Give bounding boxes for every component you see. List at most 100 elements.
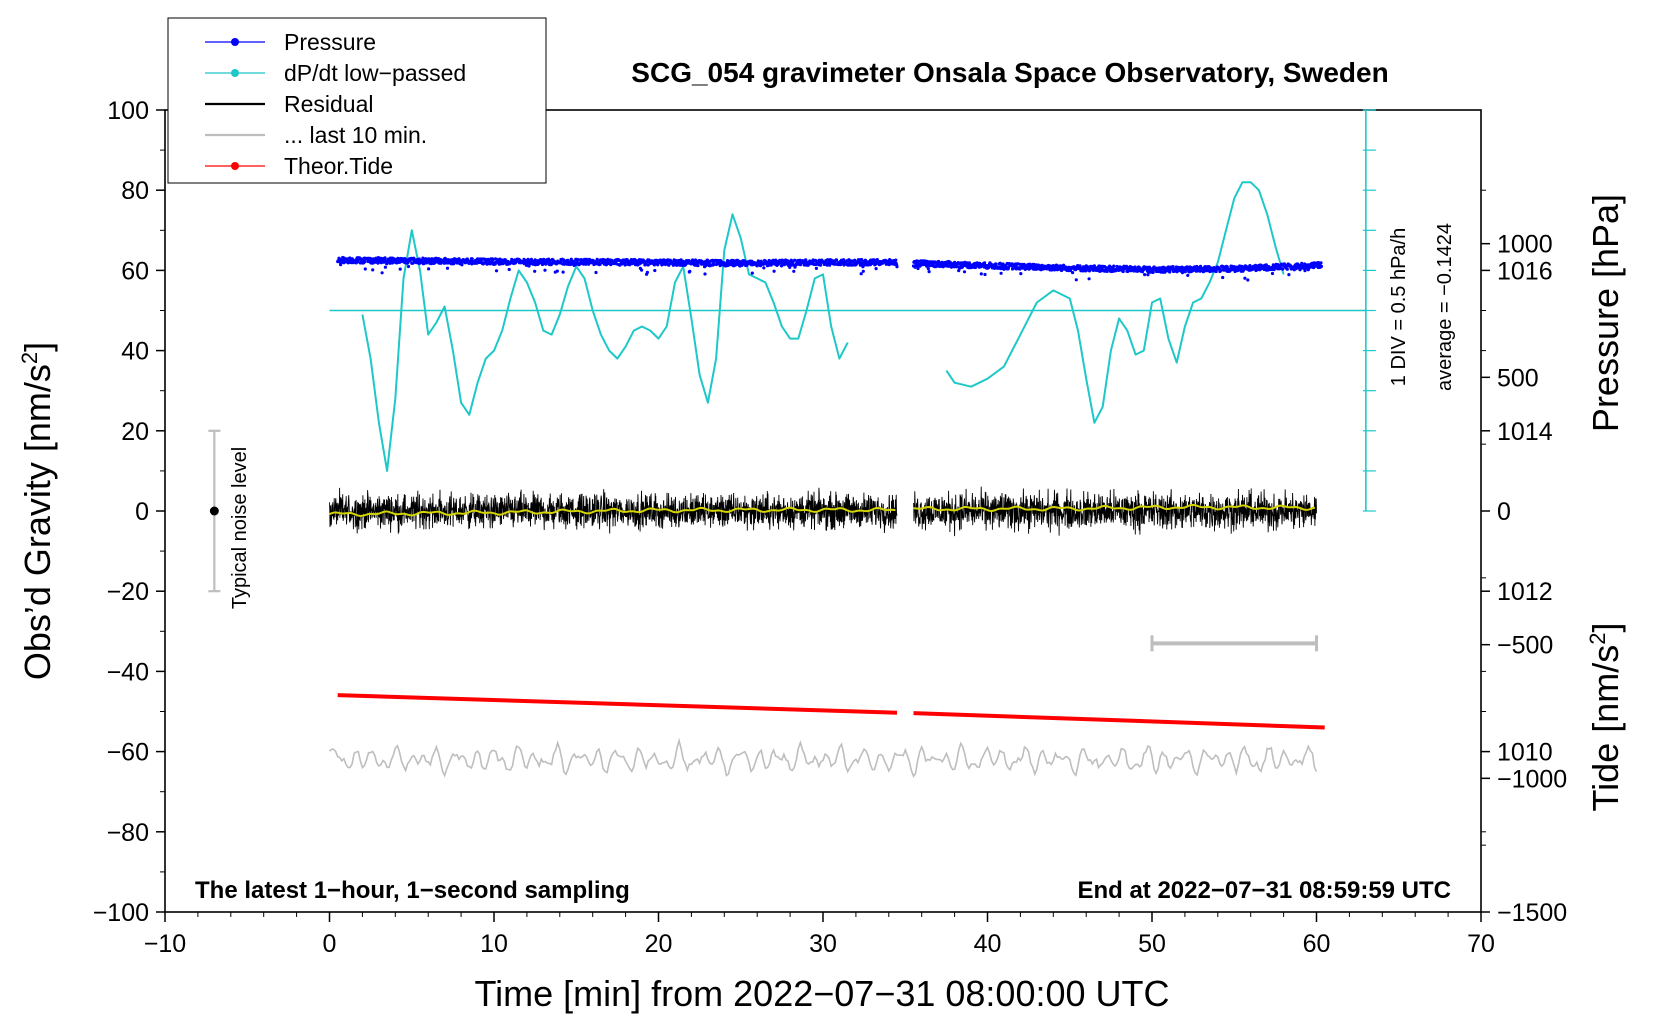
pressure-point xyxy=(999,271,1003,275)
pressure-point xyxy=(861,269,865,273)
pressure-point xyxy=(762,266,766,270)
x-axis: −10 0 10 20 30 40 50 60 70 xyxy=(144,912,1495,958)
pressure-point xyxy=(470,257,474,261)
pressure-point xyxy=(1246,278,1250,282)
pressure-point xyxy=(1108,264,1112,268)
pressure-point xyxy=(1298,268,1302,272)
pressure-point xyxy=(1264,263,1268,267)
tide-tick-label: 0 xyxy=(1497,498,1511,526)
y-left-tick-label: 40 xyxy=(121,338,149,366)
x-tick-label: 0 xyxy=(323,930,337,958)
legend-box xyxy=(167,17,547,184)
legend-marker xyxy=(231,69,239,77)
pressure-point xyxy=(860,258,864,262)
legend-label: dP/dt low−passed xyxy=(284,60,466,86)
y-left-axis: 100 80 60 40 20 0 −20 −40 −60 −80 −100 xyxy=(93,97,165,927)
pressure-point xyxy=(1219,268,1223,272)
pressure-point xyxy=(623,263,627,267)
pressure-point xyxy=(1151,270,1155,274)
noise-label: Typical noise level xyxy=(229,447,251,609)
pressure-point xyxy=(874,267,878,271)
residual-series xyxy=(913,486,1317,537)
tide-tick-label: 500 xyxy=(1497,364,1539,392)
pressure-point xyxy=(1285,267,1289,271)
pressure-point xyxy=(1276,263,1280,267)
dpdt-average-label: average = −0.1424 xyxy=(1434,223,1456,391)
pressure-point xyxy=(491,257,495,262)
pressure-point xyxy=(916,266,920,271)
y-left-tick-label: 100 xyxy=(107,97,149,125)
pressure-point xyxy=(804,258,808,262)
pressure-point xyxy=(792,269,796,273)
pressure-tick-label: 1010 xyxy=(1497,739,1553,767)
pressure-point xyxy=(445,266,450,270)
pressure-point xyxy=(1319,264,1323,268)
x-tick-label: 30 xyxy=(809,930,837,958)
pressure-point xyxy=(962,270,967,274)
dpdt-scale-label: 1 DIV = 0.5 hPa/h xyxy=(1388,228,1410,386)
legend-label: Residual xyxy=(284,91,374,117)
pressure-point xyxy=(555,269,559,273)
pressure-point xyxy=(788,265,792,269)
pressure-point xyxy=(406,264,411,269)
pressure-point xyxy=(875,258,879,262)
y-left-tick-label: 80 xyxy=(121,177,149,205)
pressure-point xyxy=(793,258,797,262)
pressure-point xyxy=(533,269,537,273)
pressure-point xyxy=(1087,277,1091,281)
x-tick-label: 70 xyxy=(1467,930,1495,958)
pressure-point xyxy=(1221,275,1225,280)
pressure-point xyxy=(561,270,565,274)
pressure-point xyxy=(814,266,819,270)
pressure-point xyxy=(1146,273,1150,277)
pressure-point xyxy=(421,256,425,260)
residual-smoothed-series xyxy=(329,506,896,518)
pressure-point xyxy=(609,263,613,267)
tide-axis: 1000 500 0 −500 −1000 −1500 xyxy=(1481,231,1567,927)
tide-axis-label: Tide [nm/s2] xyxy=(1585,623,1626,812)
pressure-point xyxy=(1270,271,1275,276)
y-left-tick-label: −100 xyxy=(93,899,149,927)
tide-series xyxy=(913,711,1325,730)
pressure-point xyxy=(529,257,534,261)
pressure-point xyxy=(595,257,599,261)
pressure-point xyxy=(926,267,930,271)
pressure-point xyxy=(383,265,387,269)
y-left-tick-label: 0 xyxy=(135,498,149,526)
pressure-point xyxy=(894,258,898,262)
pressure-point xyxy=(598,262,602,266)
pressure-point xyxy=(983,261,987,265)
legend: Pressure dP/dt low−passed Residual ... last… xyxy=(167,17,547,184)
annotation-end-time: End at 2022−07−31 08:59:59 UTC xyxy=(1077,877,1451,904)
pressure-point xyxy=(427,267,431,271)
y-left-tick-label: −20 xyxy=(107,578,149,606)
legend-marker xyxy=(231,162,239,170)
pressure-point xyxy=(696,264,700,268)
pressure-point xyxy=(927,264,932,268)
pressure-point xyxy=(1087,269,1092,273)
pressure-tick-label: 1012 xyxy=(1497,578,1553,606)
pressure-point xyxy=(895,265,899,269)
pressure-point xyxy=(983,272,987,277)
x-tick-label: 40 xyxy=(974,930,1002,958)
pressure-point xyxy=(1281,267,1285,271)
pressure-point xyxy=(380,271,384,275)
tide-tick-label: −1500 xyxy=(1497,899,1567,927)
pressure-point xyxy=(460,263,464,267)
x-tick-label: 10 xyxy=(480,930,508,958)
dpdt-series xyxy=(361,213,849,472)
pressure-point xyxy=(1287,273,1291,277)
pressure-point xyxy=(383,256,387,260)
pressure-point xyxy=(688,269,692,273)
pressure-point xyxy=(1071,271,1075,275)
pressure-point xyxy=(1019,272,1023,276)
pressure-axis: 1016 1014 1012 1010 xyxy=(1481,189,1553,833)
pressure-point xyxy=(1112,264,1116,268)
residual-smoothed-series xyxy=(913,503,1316,513)
pressure-point xyxy=(1243,276,1247,280)
pressure-point xyxy=(653,268,657,273)
pressure-point xyxy=(937,259,941,264)
pressure-point xyxy=(863,258,868,262)
annotation-layer xyxy=(208,429,1318,652)
